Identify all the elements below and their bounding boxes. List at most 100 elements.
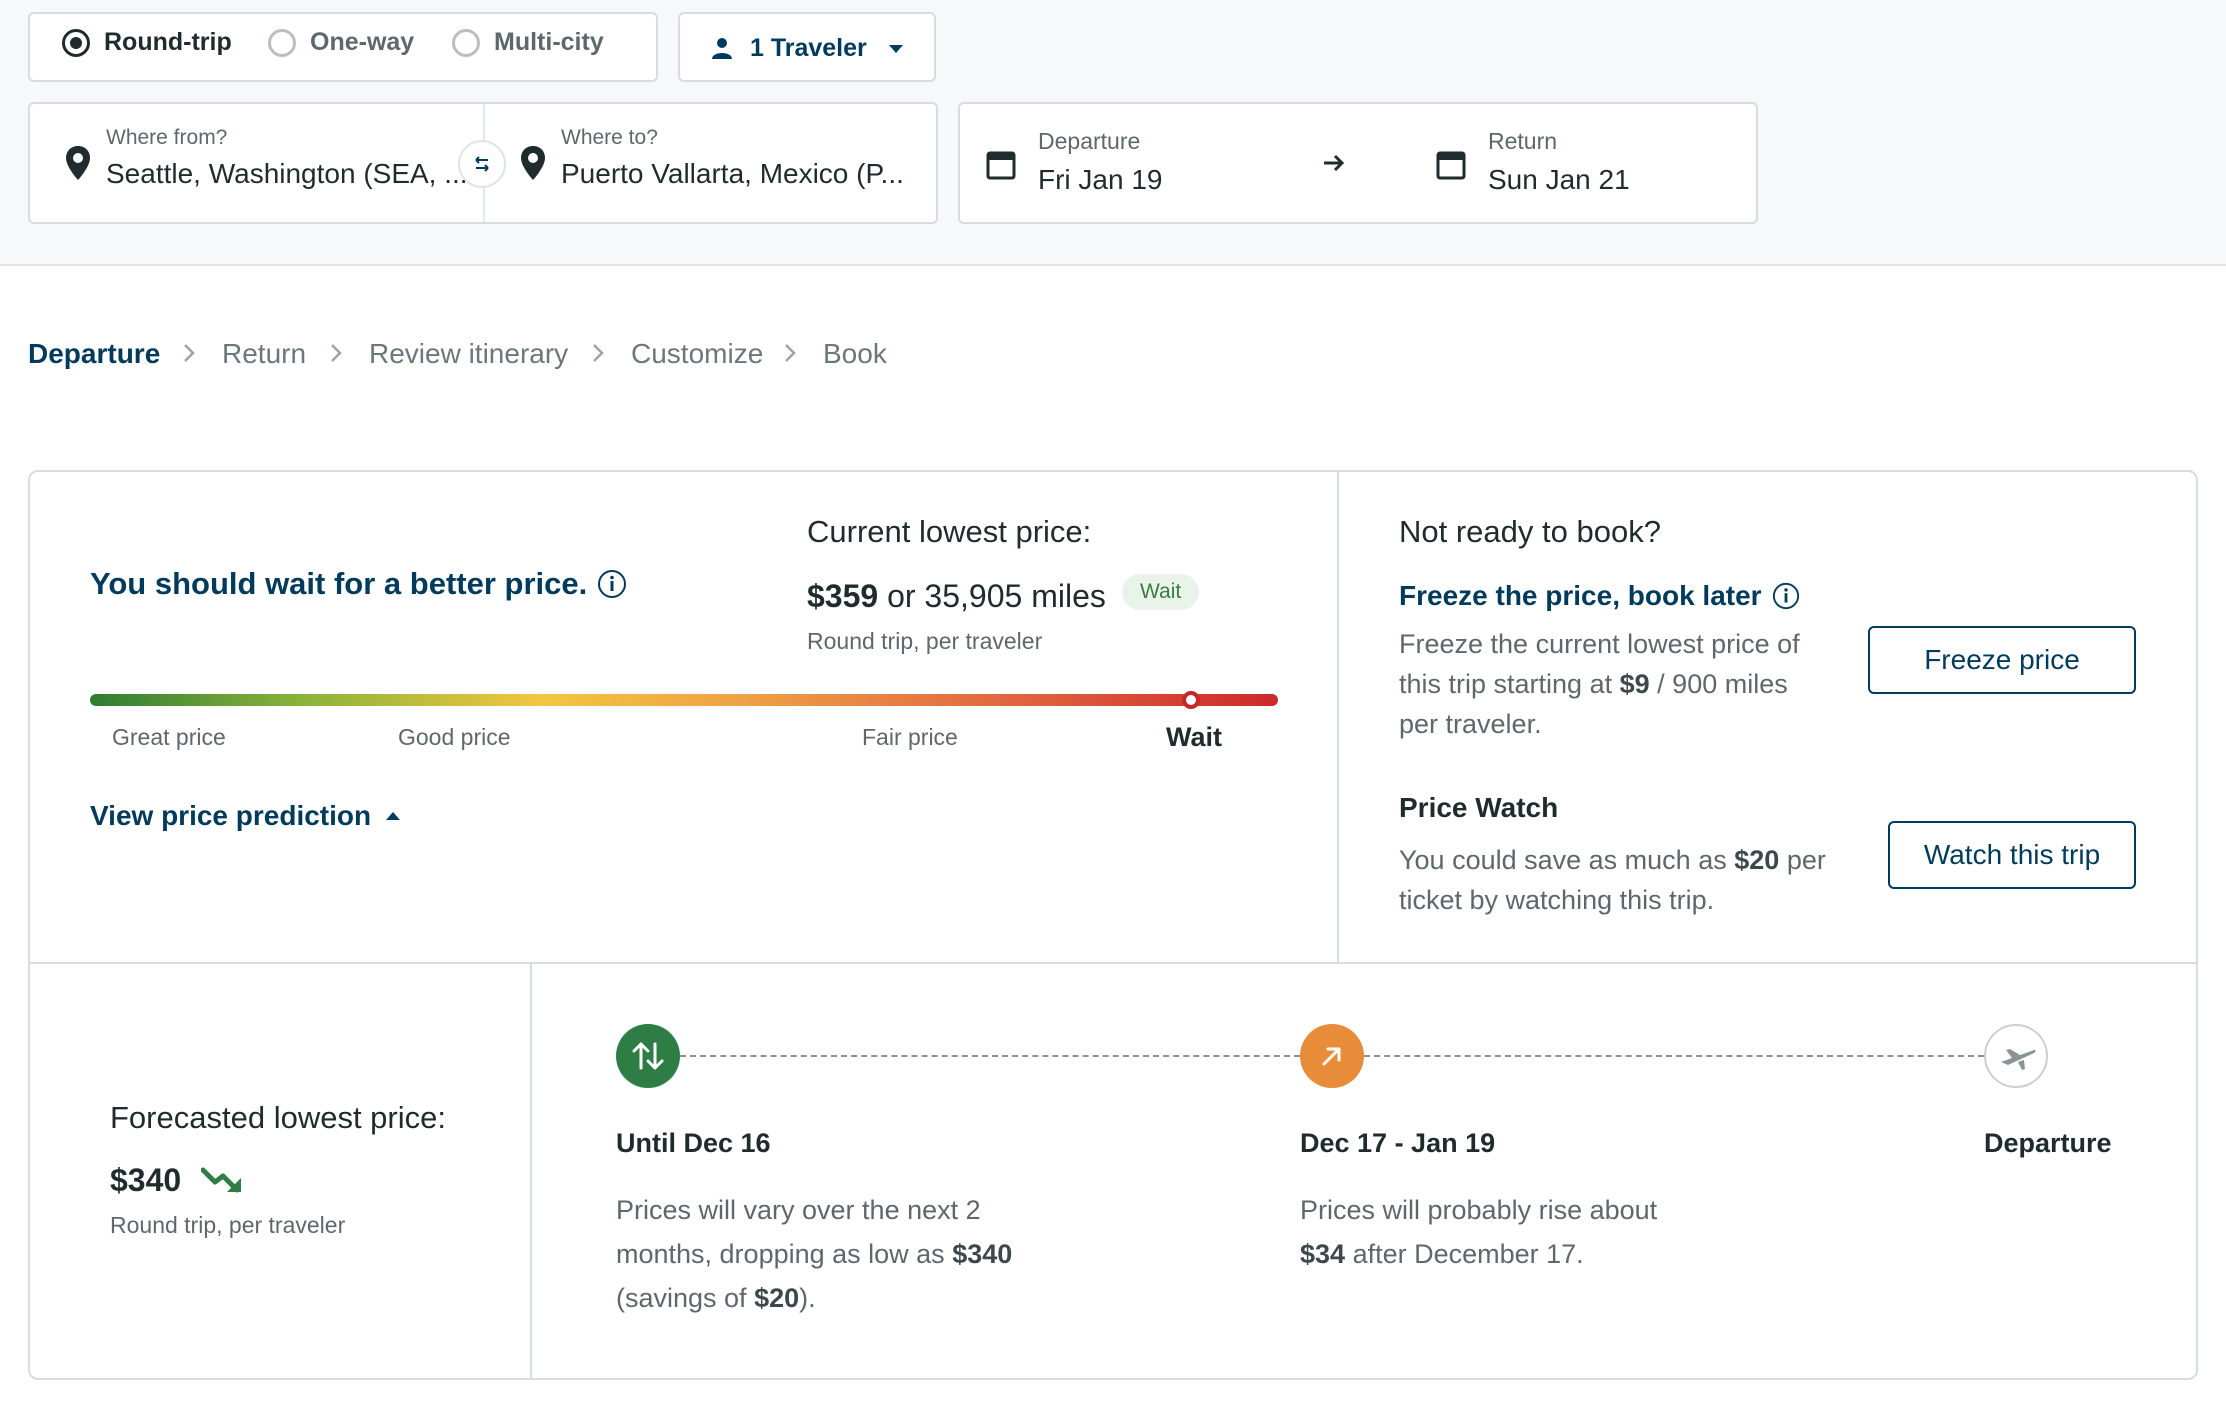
breadcrumb-book[interactable]: Book [823, 338, 887, 369]
caret-up-icon [386, 812, 401, 820]
timeline-title-1: Until Dec 16 [616, 1128, 771, 1158]
card-divider-horizontal [30, 962, 2196, 964]
scale-label-fair: Fair price [862, 724, 958, 750]
timeline-description-1: Prices will vary over the next 2 months,… [616, 1188, 1096, 1320]
wait-badge: Wait [1122, 574, 1200, 610]
timeline-2-line-1: Prices will probably rise about [1300, 1195, 1658, 1225]
price-watch-description: You could save as much as $20 per ticket… [1399, 840, 1859, 920]
radio-multi-city-label: Multi-city [494, 28, 604, 56]
radio-empty-icon [268, 28, 296, 57]
swap-button[interactable] [458, 140, 506, 188]
person-icon [712, 38, 732, 59]
to-label: Where to? [561, 126, 658, 149]
price-watch-title: Price Watch [1399, 792, 1559, 823]
timeline-1-line-1: Prices will vary over the next 2 [616, 1195, 981, 1225]
forecast-price: $340 [110, 1162, 182, 1198]
forecast-sub: Round trip, per traveler [110, 1212, 346, 1238]
view-price-prediction-link[interactable]: View price prediction [90, 800, 401, 832]
freeze-title: Freeze the price, book later [1399, 580, 1800, 612]
breadcrumb-departure[interactable]: Departure [28, 338, 161, 369]
radio-round-trip[interactable]: Round-trip [62, 28, 232, 57]
current-price-title: Current lowest price: [807, 514, 1092, 549]
breadcrumb-review-itinerary[interactable]: Review itinerary [369, 338, 569, 369]
location-pin-icon [66, 146, 90, 180]
freeze-title-text: Freeze the price, book later [1399, 580, 1762, 611]
price-rise-icon [1300, 1024, 1364, 1088]
trip-type-group [28, 12, 658, 82]
calendar-icon [986, 151, 1016, 180]
scale-label-great: Great price [112, 724, 226, 750]
arrow-right-icon [1324, 154, 1345, 172]
radio-one-way[interactable]: One-way [268, 28, 414, 57]
breadcrumb-customize[interactable]: Customize [631, 338, 764, 369]
price-scale-bar [90, 694, 1278, 706]
price-watch-line-1: You could save as much as $20 per [1399, 845, 1826, 875]
freeze-line-3: per traveler. [1399, 709, 1542, 739]
caret-down-icon [889, 45, 903, 53]
freeze-price-button[interactable]: Freeze price [1868, 626, 2136, 694]
info-icon[interactable] [1772, 582, 1800, 610]
from-field[interactable]: Where from? Seattle, Washington (SEA, ..… [30, 104, 482, 222]
radio-multi-city[interactable]: Multi-city [452, 28, 604, 57]
dates-field [958, 102, 1758, 224]
info-icon[interactable] [597, 569, 627, 599]
swap-icon [475, 156, 489, 172]
travelers-label: 1 Traveler [750, 34, 867, 62]
timeline-2-line-2: $34 after December 17. [1300, 1239, 1584, 1269]
card-divider-vertical [1337, 472, 1339, 962]
radio-round-trip-label: Round-trip [104, 28, 232, 56]
departure-label: Departure [1038, 128, 1141, 154]
chevron-right-icon [593, 344, 604, 362]
calendar-icon [1436, 151, 1466, 180]
to-value: Puerto Vallarta, Mexico (P... [561, 158, 904, 189]
current-price-miles: or 35,905 miles [887, 578, 1106, 614]
timeline-line-1 [680, 1055, 1300, 1057]
not-ready-title: Not ready to book? [1399, 514, 1661, 549]
location-pin-icon [521, 146, 545, 180]
airplane-icon [1984, 1024, 2048, 1088]
view-price-prediction-label: View price prediction [90, 800, 372, 831]
price-vary-icon [616, 1024, 680, 1088]
forecast-price-row: $340 [110, 1162, 245, 1199]
departure-date-field[interactable]: Departure Fri Jan 19 [960, 104, 1360, 222]
scale-label-wait: Wait [1166, 722, 1222, 752]
return-value: Sun Jan 21 [1488, 164, 1630, 195]
price-scale-marker [1181, 691, 1200, 709]
freeze-price: $9 [1619, 669, 1650, 699]
price-insight-card [28, 470, 2198, 1380]
return-date-field[interactable]: Return Sun Jan 21 [1410, 104, 1756, 222]
departure-value: Fri Jan 19 [1038, 164, 1163, 195]
search-panel: Round-trip One-way Multi-city 1 Traveler… [0, 0, 2226, 266]
freeze-description: Freeze the current lowest price of this … [1399, 624, 1839, 744]
wait-headline: You should wait for a better price. [90, 566, 627, 602]
forecast-divider [530, 964, 532, 1378]
chevron-right-icon [331, 344, 342, 362]
price-watch-line-2: ticket by watching this trip. [1399, 885, 1715, 915]
price-watch-amount: $20 [1734, 845, 1780, 875]
freeze-line-1: Freeze the current lowest price of [1399, 629, 1800, 659]
current-price-row: $359 or 35,905 miles [807, 578, 1106, 615]
from-value: Seattle, Washington (SEA, ... [106, 158, 466, 189]
breadcrumb-return[interactable]: Return [222, 338, 307, 369]
forecast-title: Forecasted lowest price: [110, 1100, 446, 1135]
travelers-dropdown[interactable]: 1 Traveler [678, 12, 936, 82]
chevron-right-icon [184, 344, 195, 362]
radio-one-way-label: One-way [310, 28, 415, 56]
watch-this-trip-button[interactable]: Watch this trip [1888, 821, 2136, 889]
timeline-title-3: Departure [1984, 1128, 2112, 1158]
timeline-line-2 [1364, 1055, 1984, 1057]
chevron-right-icon [785, 344, 796, 362]
from-label: Where from? [106, 126, 228, 149]
wait-headline-text: You should wait for a better price. [90, 566, 588, 601]
timeline-description-2: Prices will probably rise about $34 afte… [1300, 1188, 1780, 1276]
current-price: $359 [807, 578, 879, 614]
timeline-1-line-2: months, dropping as low as $340 [616, 1239, 1013, 1269]
freeze-line-2: this trip starting at $9 / 900 miles [1399, 669, 1788, 699]
radio-empty-icon [452, 28, 480, 57]
radio-selected-icon [62, 28, 90, 57]
trending-down-icon [201, 1167, 242, 1192]
scale-label-good: Good price [398, 724, 511, 750]
timeline-1-line-3: (savings of $20). [616, 1283, 816, 1313]
timeline-title-2: Dec 17 - Jan 19 [1300, 1128, 1496, 1158]
to-field[interactable]: Where to? Puerto Vallarta, Mexico (P... [485, 104, 936, 222]
